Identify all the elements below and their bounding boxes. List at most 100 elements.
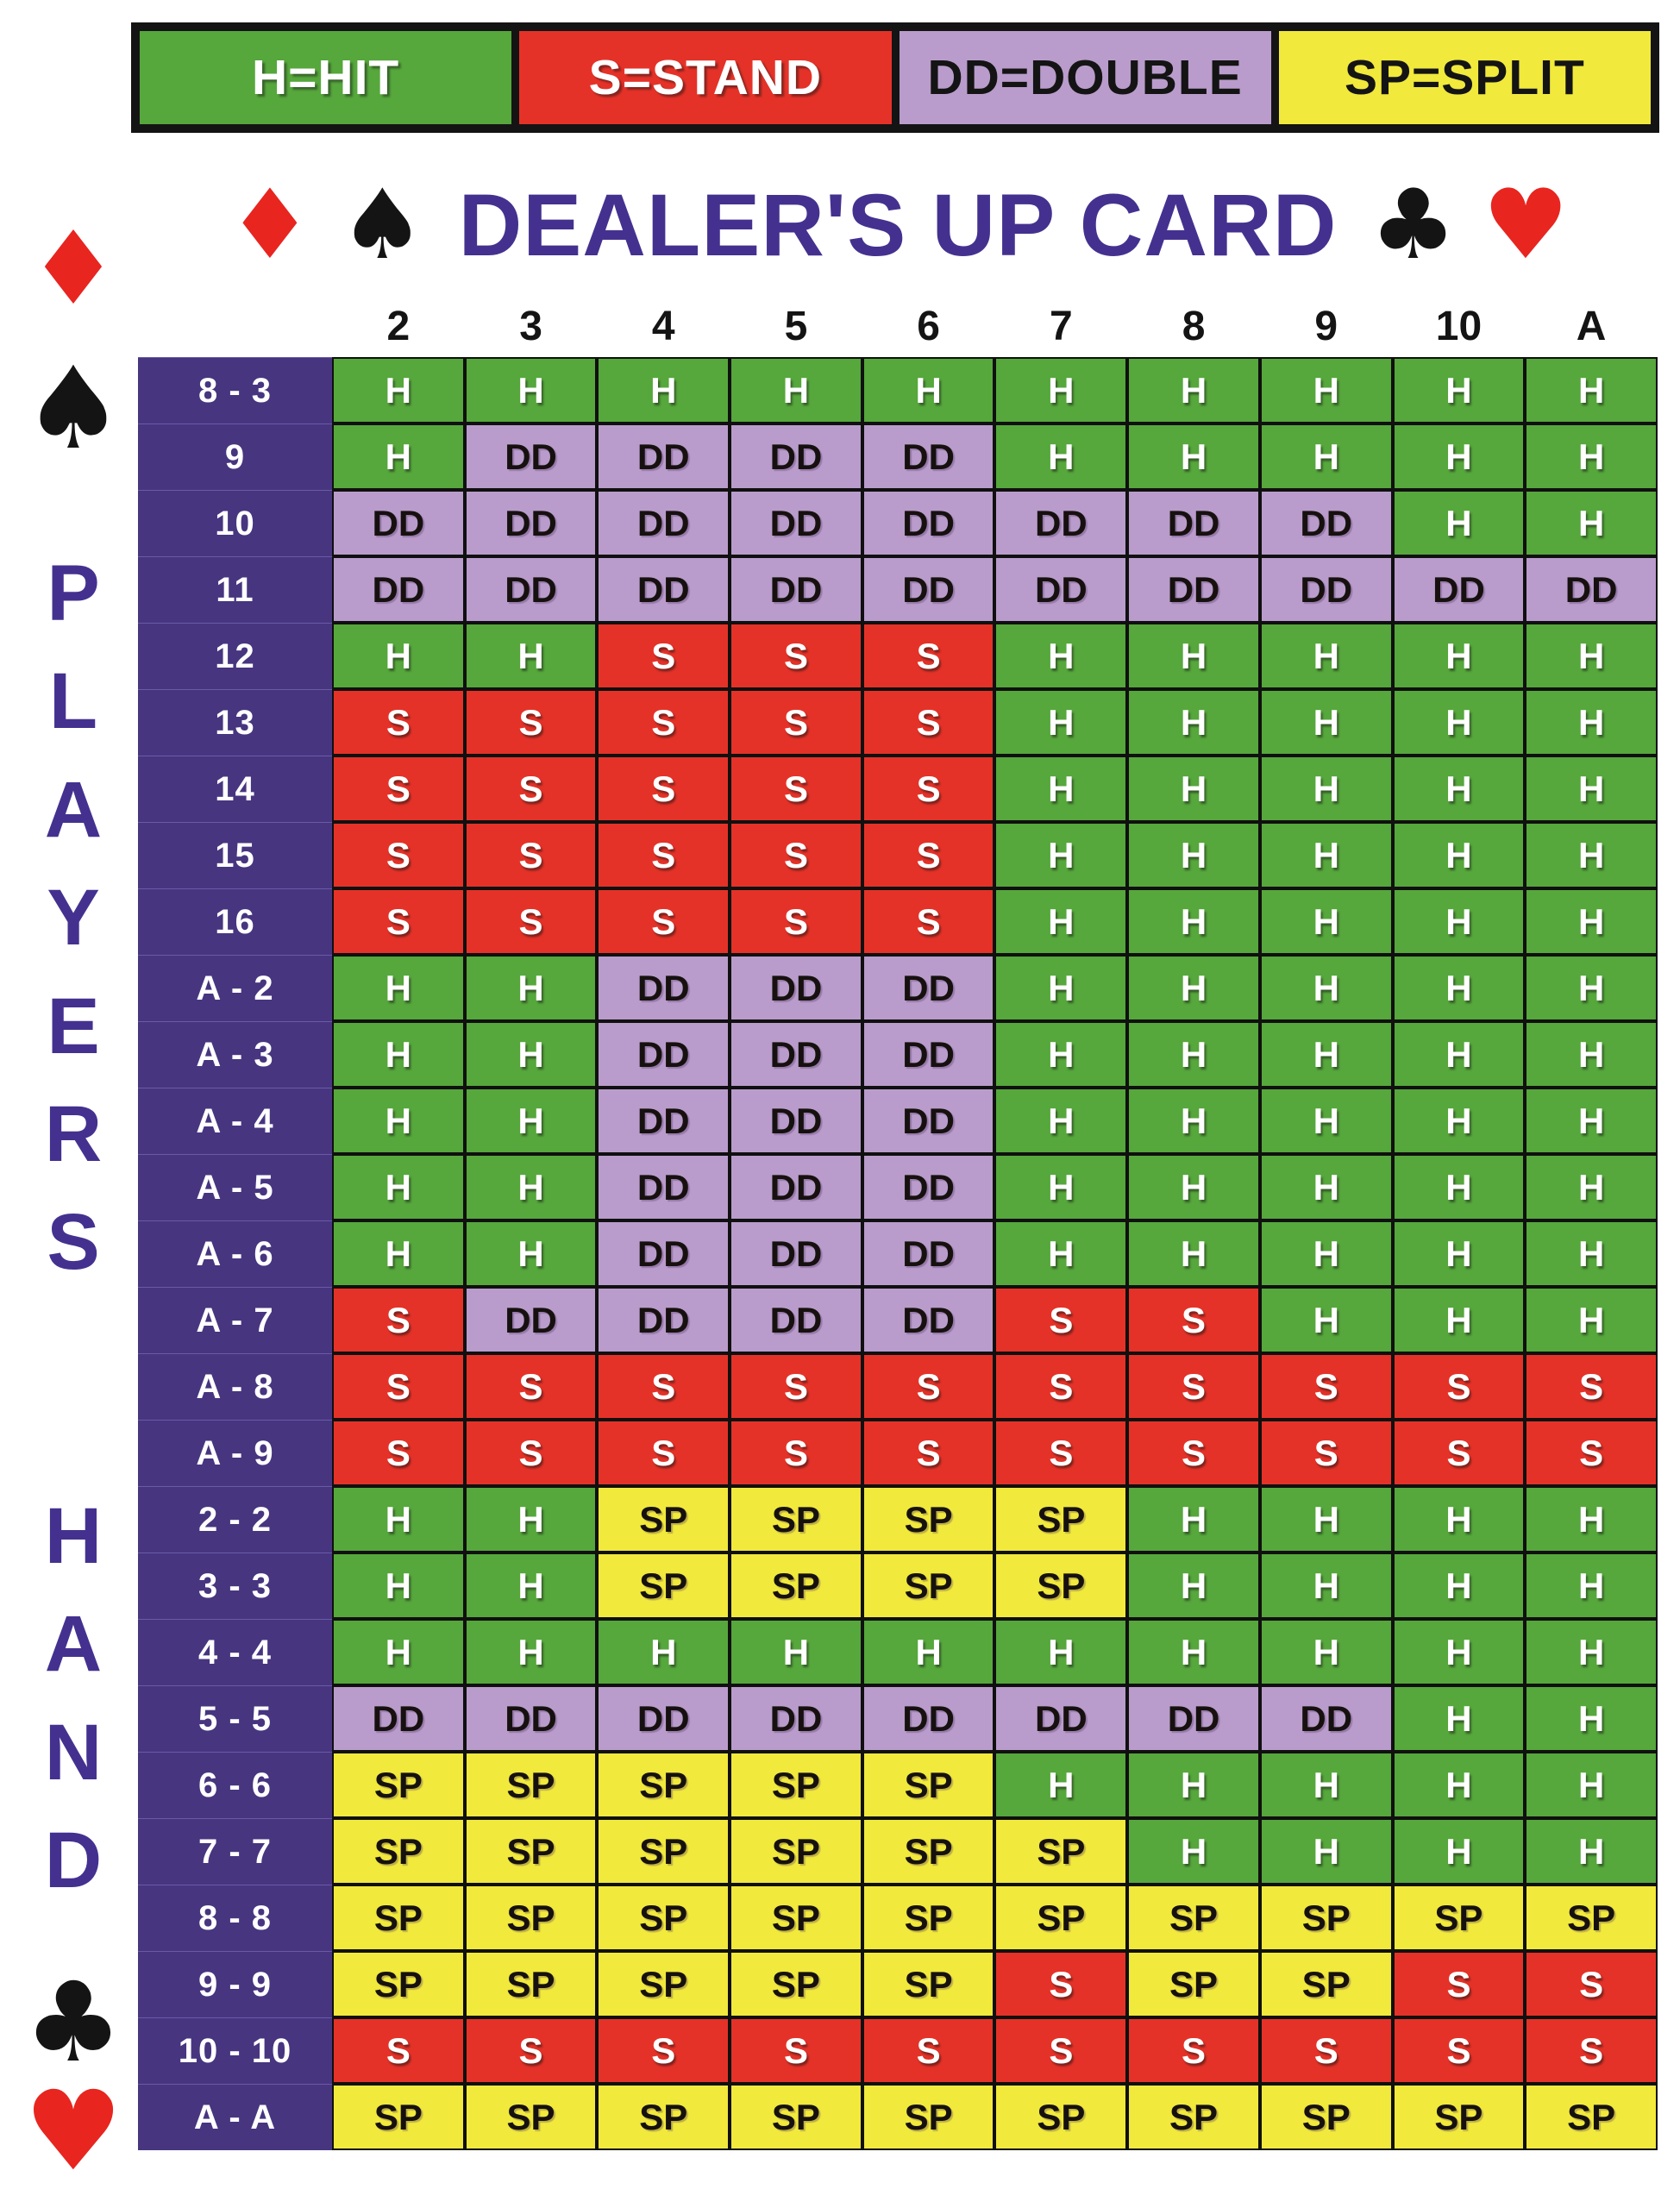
column-header: 6 [917,303,940,349]
strategy-cell: DD [597,1287,730,1353]
strategy-cell: S [1392,1420,1526,1486]
strategy-cell: S [332,1287,465,1353]
strategy-cell: H [862,1619,995,1685]
strategy-cell: DD [730,1287,862,1353]
strategy-cell: S [862,822,995,888]
strategy-cell: SP [730,2084,862,2150]
strategy-cell: SP [332,1885,465,1951]
strategy-cell: H [1127,1154,1260,1220]
strategy-cell: H [1259,888,1393,955]
row-label: 8 - 3 [138,357,332,423]
strategy-cell: H [1525,822,1658,888]
side-letter: H [44,1492,103,1580]
strategy-cell: DD [730,490,862,556]
strategy-cell: H [1127,357,1260,423]
row-label: 14 [138,756,332,822]
diamond-icon: ♦ [226,168,314,281]
strategy-cell: SP [1259,1951,1393,2017]
strategy-cell: SP [597,1818,730,1885]
strategy-cell: S [332,689,465,756]
strategy-cell: H [332,357,465,423]
strategy-cell: DD [1127,556,1260,623]
row-label: A - 9 [138,1420,332,1486]
strategy-cell: DD [597,1220,730,1287]
side-letter: Y [47,874,100,963]
strategy-cell: H [1392,1619,1526,1685]
row-label: A - 8 [138,1353,332,1420]
strategy-cell: S [1127,1353,1260,1420]
strategy-cell: H [1392,1818,1526,1885]
column-header: 7 [1049,303,1073,349]
strategy-cell: H [1392,1486,1526,1552]
strategy-cell: SP [994,1818,1128,1885]
strategy-cell: H [994,1154,1128,1220]
strategy-cell: S [597,623,730,689]
strategy-cell: H [332,1088,465,1154]
strategy-cell: DD [1127,1685,1260,1752]
strategy-cell: SP [332,1951,465,2017]
strategy-cell: H [1392,623,1526,689]
strategy-cell: S [730,689,862,756]
strategy-cell: H [1259,756,1393,822]
strategy-cell: H [1127,623,1260,689]
row-label: A - A [138,2084,332,2150]
strategy-cell: SP [730,1752,862,1818]
strategy-cell: H [1392,423,1526,490]
legend: H=HIT S=STAND DD=DOUBLE SP=SPLIT [131,22,1659,133]
strategy-cell: DD [730,1088,862,1154]
title-right-suits: ♣ ♥ [1370,177,1569,273]
strategy-cell: H [1525,1154,1658,1220]
strategy-cell: S [1259,2017,1393,2084]
row-label: 10 - 10 [138,2017,332,2084]
strategy-cell: H [1525,423,1658,490]
strategy-cell: H [1127,888,1260,955]
strategy-cell: H [1525,1552,1658,1619]
strategy-cell: S [994,1353,1128,1420]
strategy-cell: H [994,1619,1128,1685]
strategy-cell: H [1127,689,1260,756]
side-letter: P [47,549,100,637]
strategy-cell: SP [730,1552,862,1619]
strategy-cell: SP [994,2084,1128,2150]
strategy-cell: SP [1259,2084,1393,2150]
strategy-cell: H [994,756,1128,822]
strategy-cell: H [994,1021,1128,1088]
strategy-cell: S [1392,2017,1526,2084]
strategy-cell: H [332,623,465,689]
strategy-cell: SP [730,1885,862,1951]
strategy-cell: S [332,1420,465,1486]
row-label: 10 [138,490,332,556]
spade-icon: ♠ [22,342,125,475]
strategy-cell: H [1259,1818,1393,1885]
strategy-cell: DD [862,423,995,490]
strategy-cell: S [1392,1951,1526,2017]
strategy-cell: SP [1127,2084,1260,2150]
strategy-cell: H [1259,1619,1393,1685]
strategy-cell: DD [1525,556,1658,623]
side-letter: A [44,1600,103,1689]
strategy-cell: H [1392,1752,1526,1818]
row-label: A - 3 [138,1021,332,1088]
strategy-cell: S [464,2017,598,2084]
strategy-cell: H [1392,888,1526,955]
strategy-cell: H [332,1486,465,1552]
strategy-cell: S [597,756,730,822]
side-letter: N [44,1708,103,1797]
strategy-cell: S [730,2017,862,2084]
legend-item: SP=SPLIT [1278,31,1651,124]
strategy-cell: S [994,1951,1128,2017]
spade-icon: ♠ [339,168,426,281]
strategy-cell: H [1127,955,1260,1021]
strategy-cell: H [1525,357,1658,423]
strategy-cell: SP [862,1818,995,1885]
side-letter: L [48,657,98,746]
strategy-cell: SP [332,1818,465,1885]
strategy-cell: DD [464,1287,598,1353]
legend-item: S=STAND [519,31,892,124]
strategy-cell: SP [597,1885,730,1951]
strategy-cell: DD [597,1154,730,1220]
strategy-cell: SP [464,1951,598,2017]
strategy-cell: H [1259,1220,1393,1287]
strategy-cell: DD [730,1220,862,1287]
